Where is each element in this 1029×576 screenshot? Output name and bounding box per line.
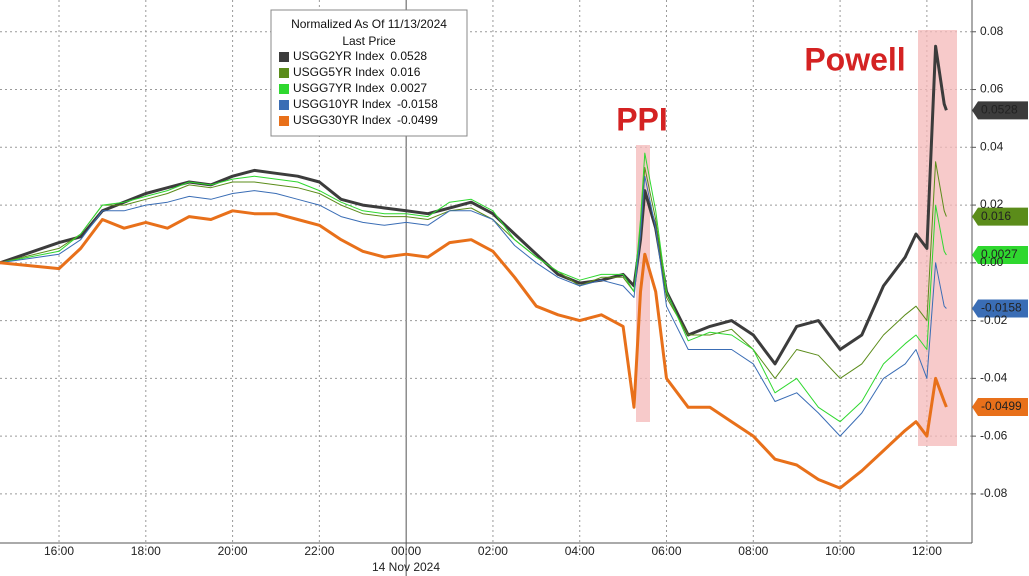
series-line	[0, 209, 948, 490]
x-date-label: 14 Nov 2024	[372, 560, 440, 574]
y-tick-label: -0.04	[980, 371, 1008, 385]
legend-swatch	[279, 100, 289, 110]
legend-swatch	[279, 116, 289, 126]
x-tick-label: 18:00	[131, 544, 161, 558]
legend-label: USGG7YR Index	[293, 81, 384, 95]
legend-value: -0.0158	[397, 97, 438, 111]
annotation: Powell	[804, 41, 905, 77]
legend-swatch	[279, 52, 289, 62]
y-tick-label: 0.00	[980, 255, 1004, 269]
legend-title: Normalized As Of 11/13/2024	[291, 17, 447, 31]
legend-box	[270, 9, 468, 137]
x-tick-label: 22:00	[304, 544, 334, 558]
legend-label: USGG2YR Index	[293, 49, 384, 63]
value-tag-label: -0.0158	[981, 301, 1022, 315]
lines	[0, 44, 948, 490]
value-tag	[972, 299, 1028, 318]
value-tag	[972, 397, 1028, 416]
value-tag-label: 0.016	[981, 209, 1011, 223]
y-tick-label: -0.06	[980, 428, 1008, 442]
x-tick-label: 10:00	[825, 544, 855, 558]
value-tag	[972, 207, 1028, 226]
value-tag	[972, 246, 1028, 265]
legend-subtitle: Last Price	[342, 34, 396, 48]
legend-swatch	[279, 68, 289, 78]
value-tag-label: 0.0027	[981, 247, 1018, 261]
value-tag-label: -0.0499	[981, 399, 1022, 413]
x-tick-label: 16:00	[44, 544, 74, 558]
annotation: PPI	[616, 101, 668, 137]
legend-value: -0.0499	[397, 113, 438, 127]
tags: 0.0528 0.016 0.0027 -0.0158 -0.0499	[972, 101, 1028, 416]
x-tick-label: 00:00	[391, 544, 421, 558]
y-tick-label: 0.08	[980, 24, 1004, 38]
legend-value: 0.0528	[390, 49, 427, 63]
legend: Normalized As Of 11/13/2024 Last Price U…	[270, 9, 468, 137]
x-tick-label: 02:00	[478, 544, 508, 558]
y-tick-label: 0.02	[980, 197, 1004, 211]
powell-band	[918, 30, 957, 446]
ppi-band	[636, 145, 650, 422]
legend-value: 0.016	[390, 65, 420, 79]
y-tick-label: 0.06	[980, 82, 1004, 96]
y-tick-label: -0.02	[980, 313, 1008, 327]
grid	[0, 0, 972, 576]
value-tag-label: 0.0528	[981, 103, 1018, 117]
series-line	[0, 152, 947, 423]
legend-label: USGG30YR Index	[293, 113, 391, 127]
x-tick-label: 08:00	[738, 544, 768, 558]
x-tick-label: 12:00	[912, 544, 942, 558]
x-tick-label: 20:00	[218, 544, 248, 558]
y-tick-label: 0.04	[980, 139, 1004, 153]
legend-label: USGG5YR Index	[293, 65, 384, 79]
legend-value: 0.0027	[390, 81, 427, 95]
legend-label: USGG10YR Index	[293, 97, 391, 111]
x-tick-label: 06:00	[651, 544, 681, 558]
value-tag	[972, 101, 1028, 120]
x-tick-label: 04:00	[565, 544, 595, 558]
legend-swatch	[279, 84, 289, 94]
y-tick-label: -0.08	[980, 486, 1008, 500]
series-line	[0, 175, 947, 437]
